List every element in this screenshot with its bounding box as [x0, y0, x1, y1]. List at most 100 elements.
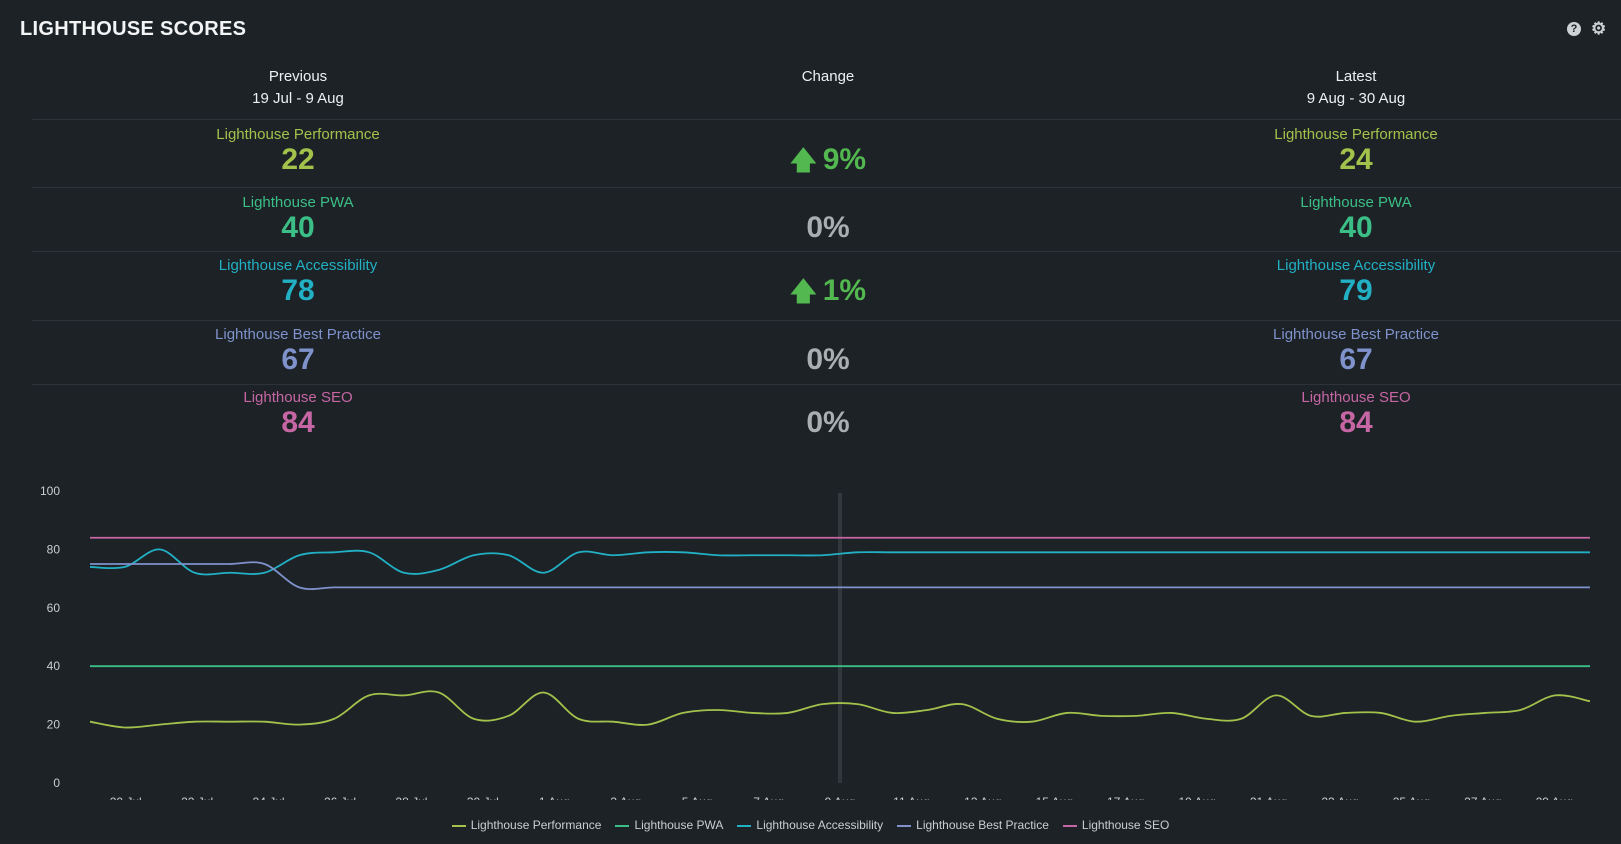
metric-value: 40 — [1339, 211, 1373, 244]
x-tick-label: 9 Aug — [825, 795, 856, 800]
legend-item-lighthouse-performance[interactable]: Lighthouse Performance — [451, 818, 602, 832]
x-tick-label: 28 Jul — [395, 795, 427, 800]
legend-item-lighthouse-seo[interactable]: Lighthouse SEO — [1062, 818, 1170, 832]
lighthouse-line-chart: 0 20 40 60 80 100 20 Jul 22 Jul 24 Jul 26 Jul 28 J… — [40, 484, 1591, 800]
change-lighthouse-best-practice: 0% — [628, 344, 1028, 376]
arrow-up-icon: 🡅 — [789, 145, 817, 175]
x-tick-label: 17 Aug — [1107, 795, 1144, 800]
metric-label: Lighthouse Accessibility — [218, 257, 378, 274]
series-line-lighthouse-best-practice — [90, 561, 1590, 590]
latest-label: Latest — [1335, 68, 1377, 85]
x-tick-label: 22 Jul — [181, 795, 213, 800]
metric-label: Lighthouse PWA — [1300, 194, 1412, 211]
previous-label: Previous — [268, 68, 328, 85]
change-lighthouse-performance: 🡅 9% — [628, 144, 1028, 176]
y-tick-label: 0 — [53, 776, 60, 790]
metric-value: 79 — [1339, 274, 1373, 307]
x-tick-label: 1 Aug — [539, 795, 570, 800]
change-value: 9% — [822, 143, 867, 176]
x-tick-label: 13 Aug — [964, 795, 1001, 800]
change-column-header: Change — [628, 66, 1028, 88]
row-divider — [32, 251, 1621, 252]
metric-label: Lighthouse Accessibility — [1276, 257, 1436, 274]
latest-lighthouse-accessibility: Lighthouse Accessibility 79 — [1156, 257, 1556, 307]
arrow-up-icon: 🡅 — [789, 276, 817, 306]
legend-item-lighthouse-pwa[interactable]: Lighthouse PWA — [615, 818, 723, 832]
x-tick-label: 30 Jul — [467, 795, 499, 800]
y-tick-label: 40 — [47, 659, 61, 673]
previous-lighthouse-performance: Lighthouse Performance 22 — [98, 126, 498, 176]
y-tick-label: 80 — [47, 542, 61, 556]
x-tick-label: 27 Aug — [1464, 795, 1501, 800]
series-line-lighthouse-accessibility — [89, 548, 1590, 576]
legend-label: Lighthouse Accessibility — [756, 818, 884, 832]
metric-label: Lighthouse Best Practice — [215, 326, 381, 343]
metric-value: 78 — [281, 274, 315, 307]
latest-range: 9 Aug - 30 Aug — [1306, 90, 1406, 107]
row-divider — [32, 119, 1621, 120]
legend-swatch — [897, 824, 912, 827]
metric-label: Lighthouse SEO — [243, 389, 353, 406]
metric-value: 40 — [281, 211, 315, 244]
legend-swatch — [737, 824, 752, 827]
legend-item-lighthouse-accessibility[interactable]: Lighthouse Accessibility — [737, 818, 883, 832]
previous-lighthouse-best-practice: Lighthouse Best Practice 67 — [98, 326, 498, 376]
y-tick-label: 60 — [47, 601, 61, 615]
x-tick-label: 11 Aug — [893, 795, 929, 800]
x-tick-label: 5 Aug — [682, 795, 713, 800]
x-tick-label: 23 Aug — [1321, 795, 1358, 800]
x-tick-label: 7 Aug — [753, 795, 784, 800]
previous-lighthouse-seo: Lighthouse SEO 84 — [98, 389, 498, 439]
x-tick-label: 19 Aug — [1178, 795, 1215, 800]
previous-lighthouse-accessibility: Lighthouse Accessibility 78 — [98, 257, 498, 307]
x-tick-label: 20 Jul — [110, 795, 142, 800]
row-divider — [32, 187, 1621, 188]
x-tick-label: 21 Aug — [1250, 795, 1287, 800]
change-lighthouse-seo: 0% — [628, 407, 1028, 439]
metric-value: 67 — [281, 343, 315, 376]
x-tick-label: 3 Aug — [610, 795, 641, 800]
question-circle-icon[interactable]: ? — [1567, 22, 1581, 36]
change-lighthouse-pwa: 0% — [628, 212, 1028, 244]
gear-icon[interactable]: ⚙ — [1591, 19, 1607, 38]
y-tick-label: 100 — [40, 484, 60, 498]
legend-label: Lighthouse PWA — [634, 818, 724, 832]
x-tick-label: 29 Aug — [1536, 795, 1573, 800]
change-value: 0% — [806, 343, 850, 376]
change-value: 0% — [806, 211, 850, 244]
previous-lighthouse-pwa: Lighthouse PWA 40 — [98, 194, 498, 244]
chart-legend: Lighthouse Performance Lighthouse PWA Ligh… — [0, 818, 1621, 832]
legend-swatch — [1062, 824, 1077, 827]
metric-label: Lighthouse PWA — [242, 194, 354, 211]
latest-lighthouse-performance: Lighthouse Performance 24 — [1156, 126, 1556, 176]
row-divider — [32, 320, 1621, 321]
x-tick-label: 26 Jul — [324, 795, 356, 800]
legend-label: Lighthouse SEO — [1081, 818, 1170, 832]
metric-value: 84 — [281, 406, 315, 439]
metric-value: 67 — [1339, 343, 1373, 376]
x-tick-label: 15 Aug — [1036, 795, 1073, 800]
latest-lighthouse-best-practice: Lighthouse Best Practice 67 — [1156, 326, 1556, 376]
x-tick-label: 25 Aug — [1393, 795, 1430, 800]
x-tick-label: 24 Jul — [253, 795, 285, 800]
latest-lighthouse-pwa: Lighthouse PWA 40 — [1156, 194, 1556, 244]
metric-value: 24 — [1339, 143, 1373, 176]
metric-value: 22 — [281, 143, 315, 176]
metric-label: Lighthouse Best Practice — [1273, 326, 1439, 343]
change-value: 0% — [806, 406, 850, 439]
metric-label: Lighthouse Performance — [216, 126, 380, 143]
legend-label: Lighthouse Performance — [470, 818, 602, 832]
legend-item-lighthouse-best-practice[interactable]: Lighthouse Best Practice — [897, 818, 1049, 832]
previous-range: 19 Jul - 9 Aug — [252, 90, 344, 107]
metric-label: Lighthouse Performance — [1274, 126, 1438, 143]
row-divider — [32, 384, 1621, 385]
y-tick-label: 20 — [47, 718, 61, 732]
legend-label: Lighthouse Best Practice — [916, 818, 1049, 832]
legend-swatch — [615, 824, 630, 827]
metric-label: Lighthouse SEO — [1301, 389, 1411, 406]
change-lighthouse-accessibility: 🡅 1% — [628, 275, 1028, 307]
latest-lighthouse-seo: Lighthouse SEO 84 — [1156, 389, 1556, 439]
header-actions: ? ⚙ — [1567, 19, 1607, 38]
metric-value: 84 — [1339, 406, 1373, 439]
previous-column-header: Previous 19 Jul - 9 Aug — [98, 66, 498, 110]
